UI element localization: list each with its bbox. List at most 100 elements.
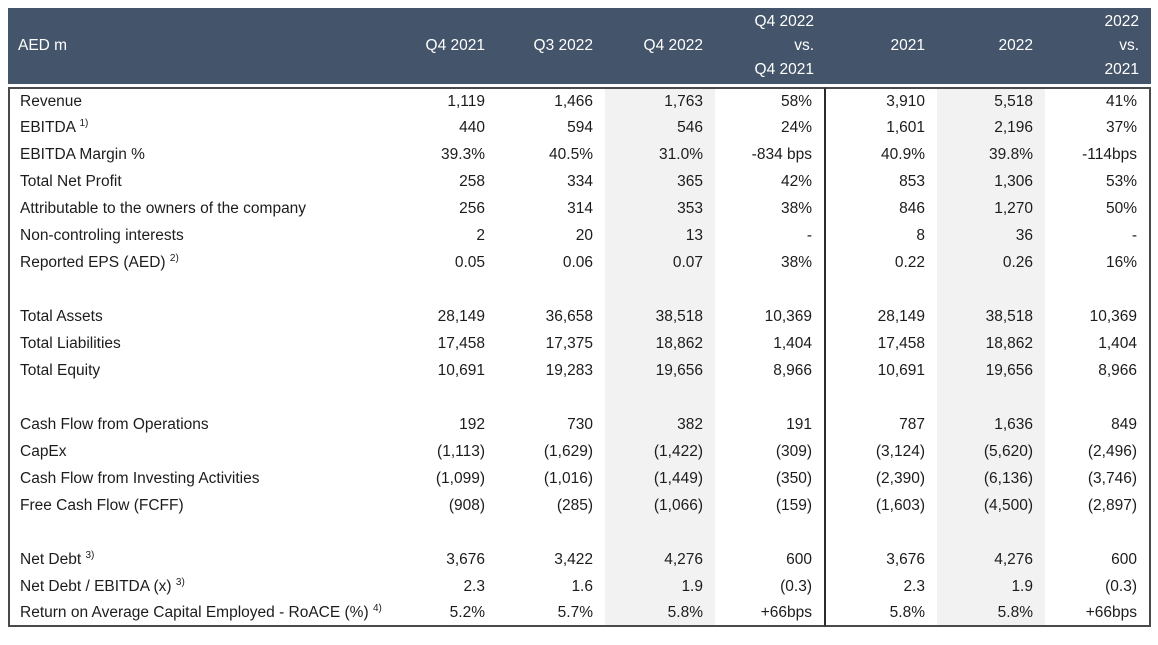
cell-value: (1,016) <box>543 469 593 487</box>
cell-value: 3,422 <box>554 550 593 568</box>
row-label-text: Total Equity <box>20 361 101 379</box>
cell-value: 28,149 <box>437 307 485 325</box>
financial-results-table: AED m Q4 2021 Q3 2022 Q4 2022 Q4 2022 vs.… <box>8 8 1151 627</box>
row-label-text: CapEx <box>20 442 67 460</box>
cell-value <box>826 276 937 303</box>
spacer-row <box>8 276 1151 303</box>
table-row: Return on Average Capital Employed - RoA… <box>8 600 1151 627</box>
cell-value: 192 <box>459 415 485 433</box>
cell-value: 39.3% <box>441 145 485 163</box>
cell-value <box>605 384 715 411</box>
cell-value: 38% <box>715 195 826 222</box>
spacer-row <box>8 519 1151 546</box>
cell-value: 1,119 <box>400 87 497 114</box>
column-header: 2022 vs. 2021 <box>1045 8 1151 87</box>
cell-value: 13 <box>605 222 715 249</box>
row-label: Total Assets <box>8 303 400 330</box>
cell-value: 18,862 <box>605 330 715 357</box>
cell-value: 1.9 <box>605 573 715 600</box>
header-line <box>617 10 703 34</box>
row-label-text: EBITDA <box>20 118 76 136</box>
cell-value: 1,601 <box>886 118 925 136</box>
cell-value: 600 <box>1045 546 1151 573</box>
cell-value: 365 <box>605 168 715 195</box>
header-line: 2021 <box>890 37 925 54</box>
cell-value: -114bps <box>1045 141 1151 168</box>
row-label: Revenue <box>8 87 400 114</box>
table-header: AED m Q4 2021 Q3 2022 Q4 2022 Q4 2022 vs.… <box>8 8 1151 87</box>
row-label: Reported EPS (AED) 2) <box>8 249 400 276</box>
cell-value <box>715 276 826 303</box>
cell-value: 0.07 <box>605 249 715 276</box>
footnote-marker: 3) <box>175 576 185 588</box>
cell-value: (5,620) <box>937 438 1045 465</box>
cell-value: 594 <box>567 118 593 136</box>
cell-value: (2,897) <box>1045 492 1151 519</box>
cell-value: (0.3) <box>1045 573 1151 600</box>
column-header: Q4 2022 vs. Q4 2021 <box>715 8 826 87</box>
cell-value: (3,746) <box>1045 465 1151 492</box>
table-row: Total Assets 28,149 36,658 38,518 10,369 28,1… <box>8 303 1151 330</box>
cell-value: (1,449) <box>605 465 715 492</box>
cell-value: 334 <box>567 172 593 190</box>
cell-value: 3,676 <box>446 550 485 568</box>
row-label: Attributable to the owners of the compan… <box>8 195 400 222</box>
header-line: vs. <box>1119 37 1139 54</box>
cell-value: 10,691 <box>437 361 485 379</box>
header-line <box>949 58 1033 82</box>
cell-value: 849 <box>1045 411 1151 438</box>
cell-value: 1.9 <box>937 573 1045 600</box>
cell-value: 19,656 <box>605 357 715 384</box>
table-row: CapEx (1,113) (1,629) (1,422) (309) (3,124) (5… <box>8 438 1151 465</box>
table-body: Revenue 1,119 1,466 1,763 58% 3,910 5,518 41% EB… <box>8 87 1151 627</box>
cell-value: 17,375 <box>545 334 593 352</box>
row-label-text: Total Assets <box>20 307 103 325</box>
table-row: Free Cash Flow (FCFF) (908) (285) (1,066) (1… <box>8 492 1151 519</box>
cell-value: 730 <box>567 415 593 433</box>
row-label <box>8 519 400 546</box>
cell-value: 353 <box>605 195 715 222</box>
row-label: CapEx <box>8 438 400 465</box>
cell-value: 3,910 <box>826 87 937 114</box>
header-line <box>509 58 593 82</box>
cell-value <box>400 384 497 411</box>
cell-value: 1.6 <box>571 577 593 595</box>
cell-value: 40.5% <box>549 145 593 163</box>
cell-value: 42% <box>715 168 826 195</box>
cell-value <box>937 519 1045 546</box>
header-line <box>617 58 703 82</box>
footnote-marker: 1) <box>79 117 89 129</box>
cell-value: 256 <box>459 199 485 217</box>
cell-value: 382 <box>605 411 715 438</box>
cell-value <box>826 384 937 411</box>
column-header: 2021 <box>826 8 937 87</box>
row-label-text: Free Cash Flow (FCFF) <box>20 496 184 514</box>
cell-value: (908) <box>448 496 485 514</box>
header-line <box>18 58 388 82</box>
column-header: 2022 <box>937 8 1045 87</box>
cell-value: 1,763 <box>605 87 715 114</box>
cell-value: (1,113) <box>437 442 485 460</box>
cell-value: 8,966 <box>715 357 826 384</box>
cell-value: 0.26 <box>937 249 1045 276</box>
table-row: Total Liabilities 17,458 17,375 18,862 1,404… <box>8 330 1151 357</box>
cell-value: 846 <box>899 199 925 217</box>
cell-value: (0.3) <box>715 573 826 600</box>
footnote-marker: 3) <box>85 549 95 561</box>
table-row: Cash Flow from Operations 192 730 382 191 787… <box>8 411 1151 438</box>
cell-value <box>497 384 605 411</box>
cell-value: 16% <box>1045 249 1151 276</box>
table-row: Total Net Profit 258 334 365 42% 853 1,306 53% <box>8 168 1151 195</box>
header-line: Q3 2022 <box>533 37 593 54</box>
cell-value: (4,500) <box>937 492 1045 519</box>
header-line <box>412 58 485 82</box>
row-label-text: Attributable to the owners of the compan… <box>20 199 307 217</box>
table-row: Net Debt / EBITDA (x) 3) 2.3 1.6 1.9 (0.3) 2.… <box>8 573 1151 600</box>
cell-value: 2 <box>476 226 485 244</box>
cell-value <box>937 384 1045 411</box>
header-line: 2022 <box>1104 13 1139 30</box>
cell-value: - <box>1045 222 1151 249</box>
footnote-marker: 4) <box>372 602 382 614</box>
cell-value: (1,603) <box>875 496 925 514</box>
row-label-text: Net Debt / EBITDA (x) <box>20 577 172 595</box>
